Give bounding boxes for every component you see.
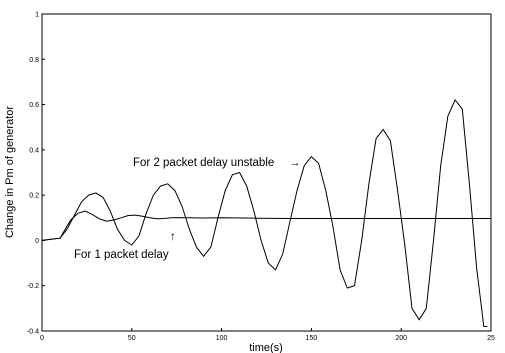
y-tick-label: -0.4 <box>27 329 39 336</box>
y-tick-label: 0.6 <box>29 102 39 109</box>
x-tick-label: 150 <box>306 335 318 342</box>
y-tick-label: 1 <box>35 12 39 19</box>
x-tick-label: 50 <box>128 335 136 342</box>
y-tick-label: 0.8 <box>29 57 39 64</box>
x-tick-label: 200 <box>395 335 407 342</box>
series-line-2-packet-delay <box>41 99 488 327</box>
y-tick-label: -0.2 <box>27 283 39 290</box>
annotation-1-packet-delay: For 1 packet delay <box>74 249 169 261</box>
y-tick-label: 0.2 <box>29 193 39 200</box>
x-tick-label: 25 <box>487 335 495 342</box>
annotation-arrow-up-icon: ↑ <box>170 231 176 243</box>
series-line-1-packet-delay <box>41 210 491 241</box>
x-tick-label: 100 <box>216 335 228 342</box>
annotation-arrow-right-icon: → <box>289 157 301 169</box>
y-tick-label: 0.4 <box>29 147 39 154</box>
annotation-2-packet-delay: For 2 packet delay unstable <box>133 157 274 169</box>
x-axis-label: time(s) <box>249 342 283 353</box>
y-tick-label: 0 <box>35 238 39 245</box>
axes-frame <box>41 13 492 332</box>
x-tick-label: 0 <box>40 335 44 342</box>
y-axis-label: Change in Pm of generator <box>4 106 16 238</box>
